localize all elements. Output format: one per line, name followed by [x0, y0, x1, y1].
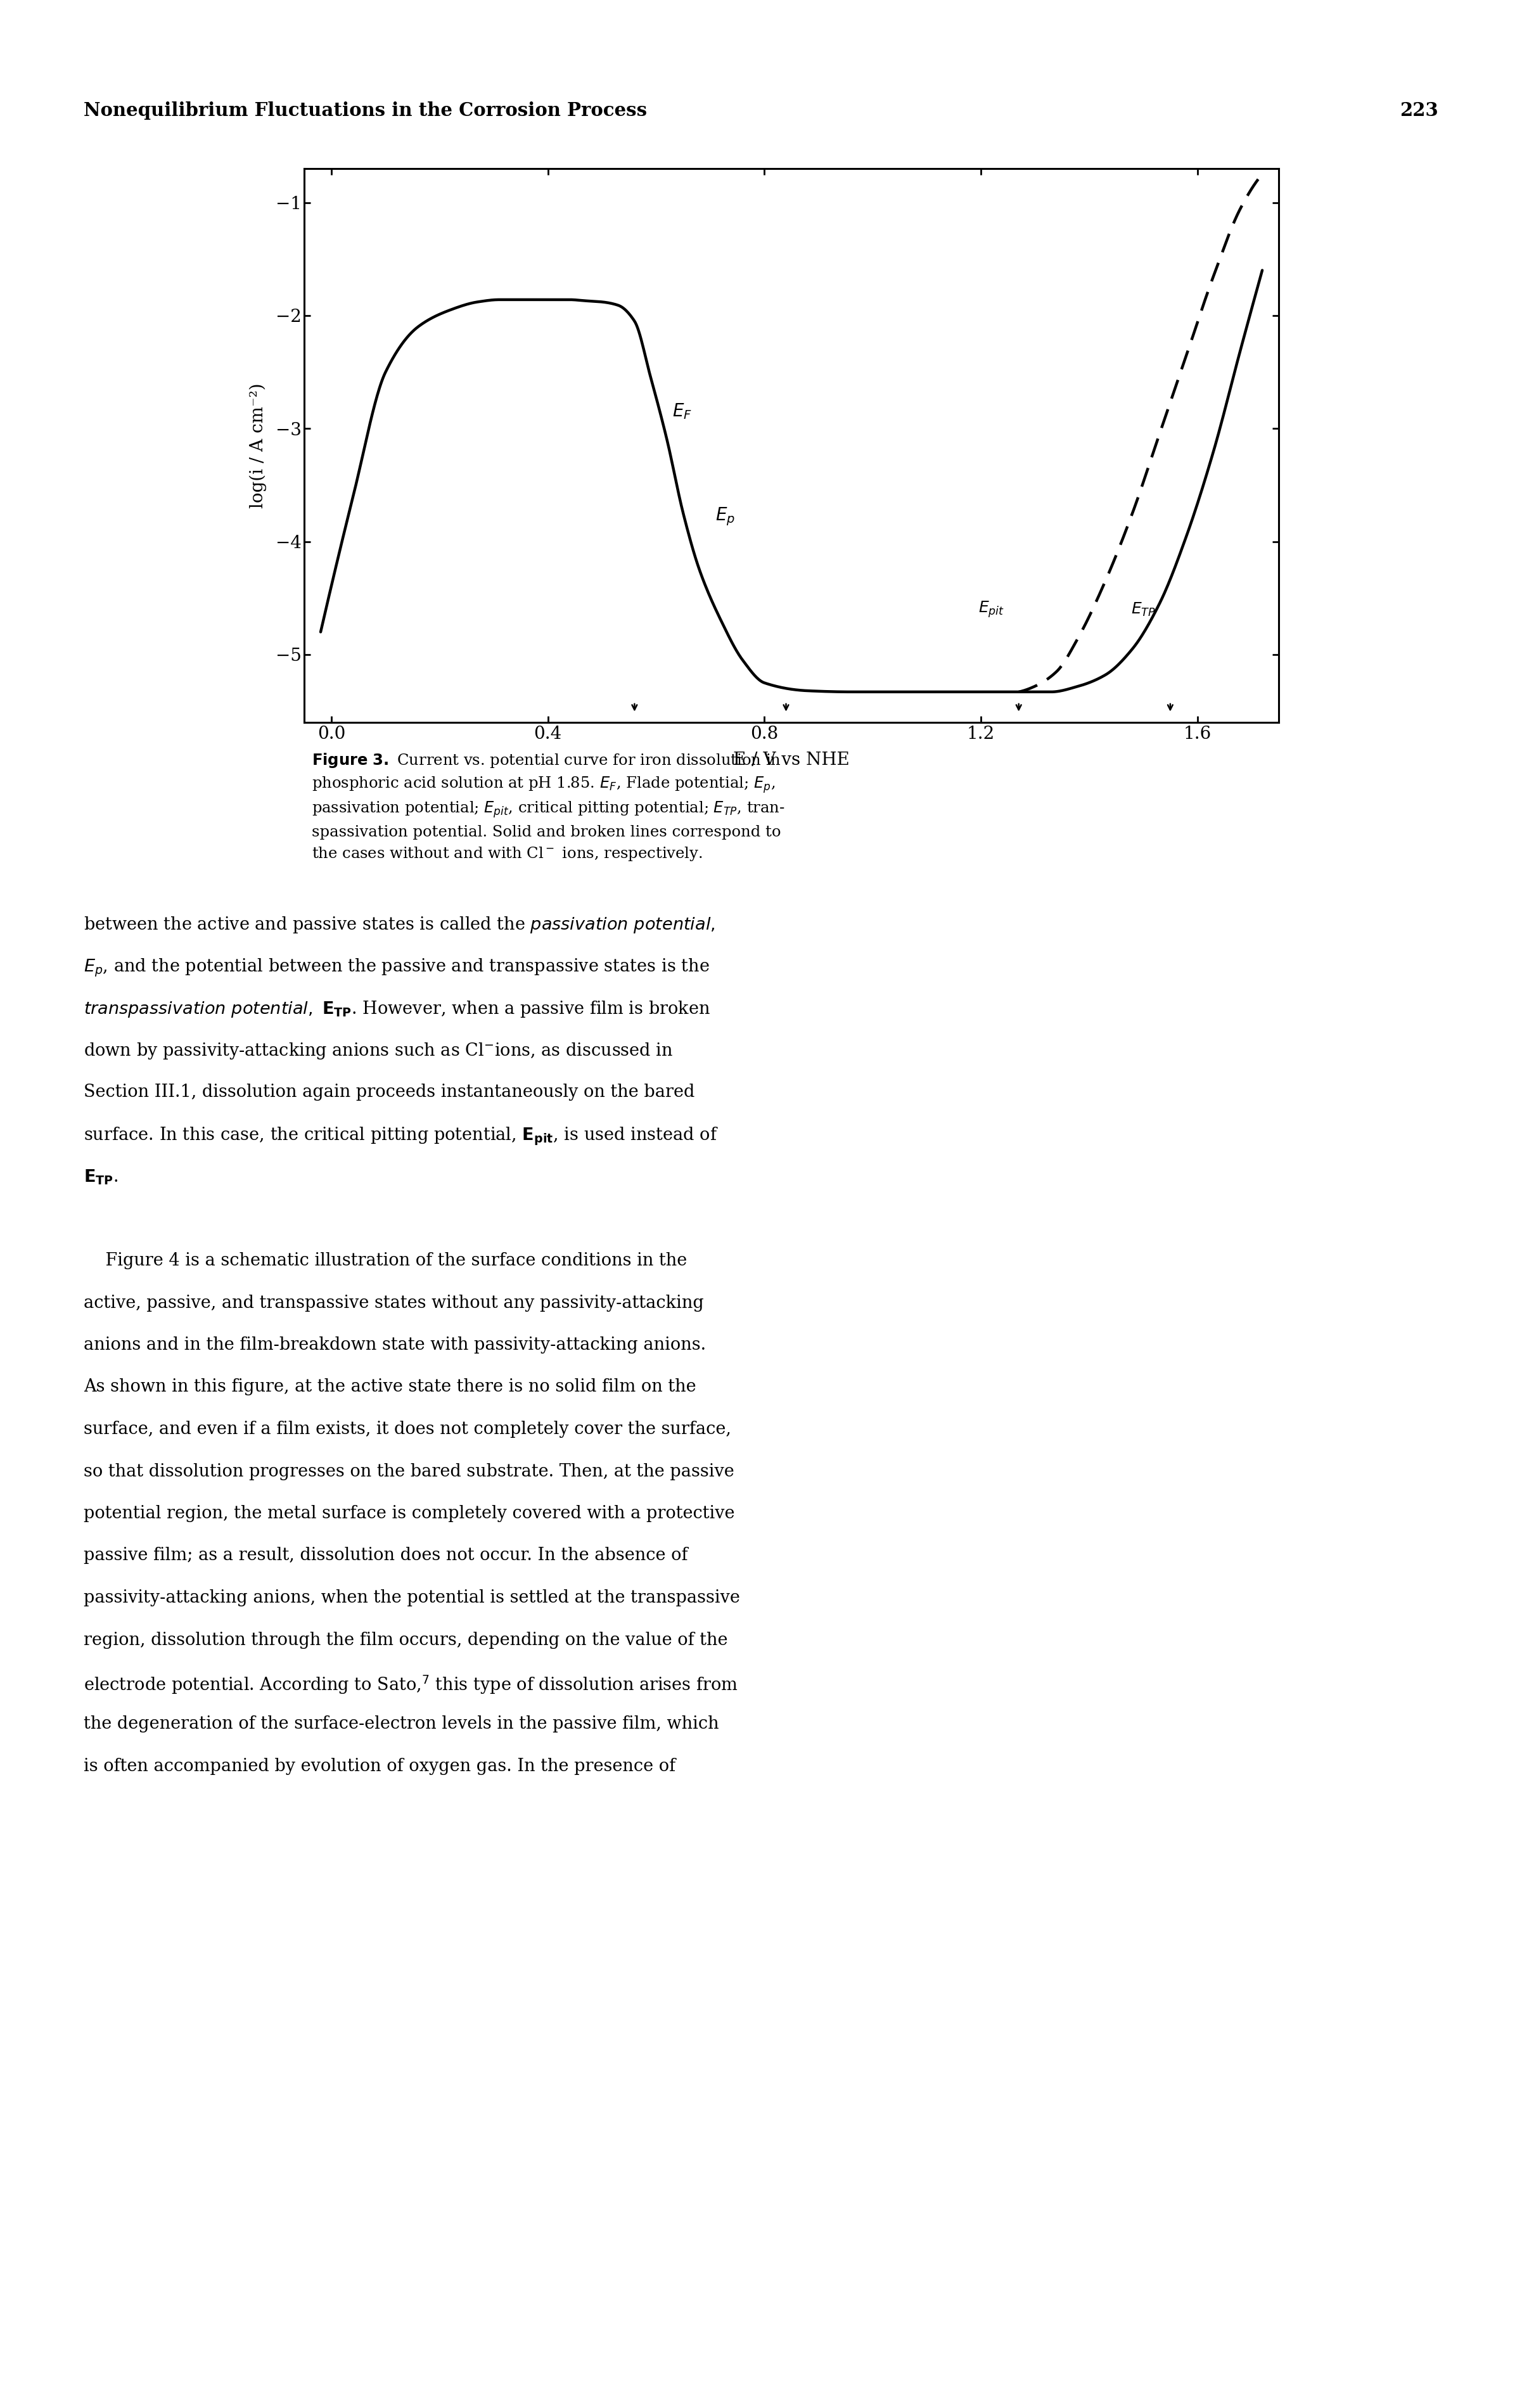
Text: As shown in this figure, at the active state there is no solid film on the: As shown in this figure, at the active s…	[84, 1377, 696, 1397]
Text: surface, and even if a film exists, it does not completely cover the surface,: surface, and even if a film exists, it d…	[84, 1421, 731, 1438]
Text: Section III.1, dissolution again proceeds instantaneously on the bared: Section III.1, dissolution again proceed…	[84, 1084, 694, 1100]
Text: the degeneration of the surface-electron levels in the passive film, which: the degeneration of the surface-electron…	[84, 1714, 718, 1734]
Text: $\mathbf{E_{TP}}$.: $\mathbf{E_{TP}}$.	[84, 1168, 119, 1187]
Text: 223: 223	[1400, 101, 1438, 120]
Text: active, passive, and transpassive states without any passivity-attacking: active, passive, and transpassive states…	[84, 1296, 703, 1312]
Text: $E_p$: $E_p$	[715, 506, 735, 527]
Text: potential region, the metal surface is completely covered with a protective: potential region, the metal surface is c…	[84, 1505, 735, 1522]
Text: passivity-attacking anions, when the potential is settled at the transpassive: passivity-attacking anions, when the pot…	[84, 1589, 740, 1606]
Text: electrode potential. According to Sato,$^7$ this type of dissolution arises from: electrode potential. According to Sato,$…	[84, 1674, 738, 1695]
Text: down by passivity-attacking anions such as Cl$^{-}$ions, as discussed in: down by passivity-attacking anions such …	[84, 1040, 673, 1062]
Text: region, dissolution through the film occurs, depending on the value of the: region, dissolution through the film occ…	[84, 1633, 728, 1649]
X-axis label: E / V vs NHE: E / V vs NHE	[734, 751, 849, 768]
Text: is often accompanied by evolution of oxygen gas. In the presence of: is often accompanied by evolution of oxy…	[84, 1758, 676, 1775]
Text: $E_{pit}$: $E_{pit}$	[979, 600, 1005, 619]
Text: so that dissolution progresses on the bared substrate. Then, at the passive: so that dissolution progresses on the ba…	[84, 1464, 734, 1481]
Text: $\bf{Figure\ 3.}$ Current vs. potential curve for iron dissolution in
phosphoric: $\bf{Figure\ 3.}$ Current vs. potential …	[312, 751, 785, 862]
Text: Figure 4 is a schematic illustration of the surface conditions in the: Figure 4 is a schematic illustration of …	[84, 1252, 686, 1269]
Text: $\it{transpassivation\ potential,}$ $\mathbf{E_{TP}}$. However, when a passive f: $\it{transpassivation\ potential,}$ $\ma…	[84, 999, 711, 1019]
Text: $E_{TP}$: $E_{TP}$	[1131, 602, 1155, 619]
Text: passive film; as a result, dissolution does not occur. In the absence of: passive film; as a result, dissolution d…	[84, 1548, 688, 1565]
Text: between the active and passive states is called the $\it{passivation\ potential,: between the active and passive states is…	[84, 915, 715, 934]
Text: anions and in the film-breakdown state with passivity-attacking anions.: anions and in the film-breakdown state w…	[84, 1336, 706, 1353]
Text: $\it{E_p}$, and the potential between the passive and transpassive states is the: $\it{E_p}$, and the potential between th…	[84, 956, 709, 978]
Y-axis label: log(i / A cm⁻²): log(i / A cm⁻²)	[250, 383, 266, 508]
Text: Nonequilibrium Fluctuations in the Corrosion Process: Nonequilibrium Fluctuations in the Corro…	[84, 101, 647, 120]
Text: surface. In this case, the critical pitting potential, $\mathbf{E_{pit}}$, is us: surface. In this case, the critical pitt…	[84, 1127, 718, 1146]
Text: $E_F$: $E_F$	[673, 402, 693, 421]
